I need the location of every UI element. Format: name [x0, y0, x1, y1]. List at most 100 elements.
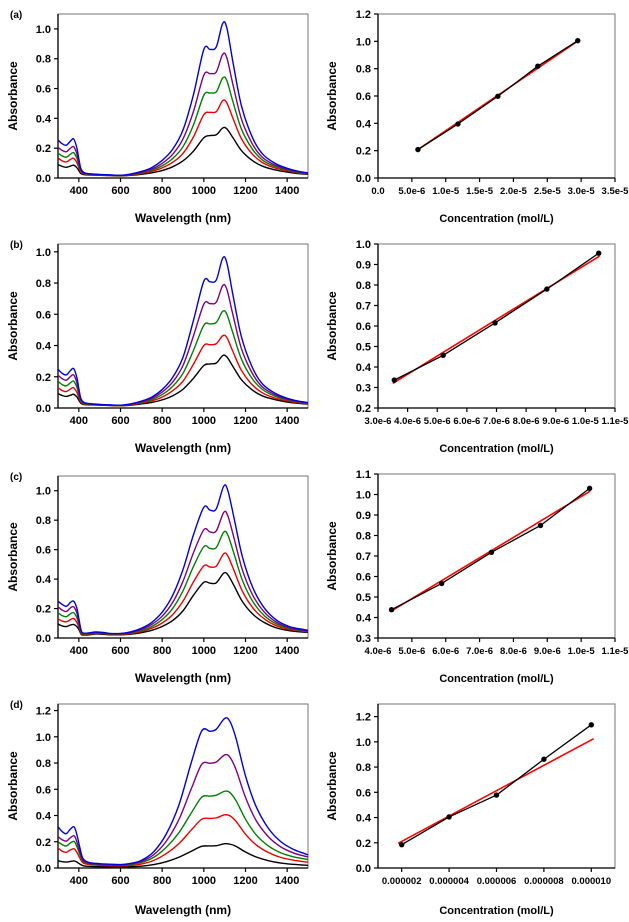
data-point-marker	[588, 722, 594, 728]
y-tick-label: 1.0	[36, 486, 51, 498]
y-tick-label: 0.2	[356, 146, 371, 158]
data-point-marker	[438, 580, 445, 587]
plot-frame	[57, 703, 309, 869]
y-tick-label: 1.0	[356, 490, 371, 502]
spectrum-curve	[58, 717, 308, 866]
y-tick-label: 0.2	[356, 838, 371, 850]
data-point-marker	[440, 352, 446, 359]
x-tick-label: 800	[153, 875, 171, 887]
y-tick-label: 1.1	[356, 469, 371, 481]
panel-c-calibration: 4.0e-6 5.0e-6 6.0e-6 7.0e-6 8.0e-6 9.0e-6 1.0e…	[320, 460, 629, 690]
x-tick-label: 8.0e-6	[513, 416, 540, 427]
d-spectra-svg: 400 600 800 1000 1200 1400 0.0 0.2 0.4 0.6 0.8 1.0 1…	[6, 700, 309, 917]
x-tick-label: 1200	[233, 875, 257, 887]
y-tick-label: 1.0	[356, 737, 371, 749]
linear-fit-line	[397, 737, 595, 844]
panel-c-spectra: 400 600 800 1000 1200 1400 0.0 0.2 0.4 0.6 0.8 1.0 W…	[0, 460, 320, 690]
spectrum-curve	[58, 484, 308, 635]
y-tick-label: 0.8	[36, 515, 51, 527]
x-tick-label: 5.0e-6	[398, 646, 425, 657]
y-tick-label: 0.7	[356, 551, 371, 563]
y-tick-label: 0.4	[36, 574, 52, 586]
data-point-marker	[455, 121, 461, 127]
x-tick-label: 1000	[192, 875, 216, 887]
c-spectra-svg: 400 600 800 1000 1200 1400 0.0 0.2 0.4 0.6 0.8 1.0 W…	[6, 472, 309, 685]
y-axis-title: Absorbance	[325, 751, 339, 821]
spectrum-curve	[58, 76, 308, 177]
y-tick-label: 0.6	[356, 787, 371, 799]
x-axis-title: Concentration (mol/L)	[439, 673, 554, 685]
x-tick-label: 1.1e-5	[602, 646, 629, 657]
x-tick-label: 5.0e-6	[398, 186, 425, 197]
y-tick-label: 1.0	[356, 36, 371, 48]
y-tick-label: 0.4	[356, 613, 372, 625]
figure-row-b: 400 600 800 1000 1200 1400 0.0 0.2 0.4 0.6 0.8 1.0 W…	[0, 230, 629, 460]
y-tick-label: 0.3	[356, 633, 371, 645]
spectrum-curve	[58, 842, 308, 868]
spectrum-curve	[58, 334, 308, 407]
y-tick-label: 0.6	[356, 91, 371, 103]
y-tick-label: 0.6	[356, 572, 371, 584]
x-tick-label: 0.000010	[571, 876, 611, 887]
spectrum-curve	[58, 571, 308, 636]
y-tick-label: 0.5	[356, 592, 371, 604]
calibration-group	[397, 722, 595, 848]
y-tick-label: 0.5	[356, 342, 371, 354]
x-tick-label: 1400	[275, 875, 299, 887]
y-tick-label: 0.2	[36, 372, 51, 384]
x-tick-label: 1400	[275, 415, 299, 427]
y-tick-label: 0.6	[36, 545, 51, 557]
y-tick-label: 0.9	[356, 510, 371, 522]
data-point-marker	[488, 549, 495, 556]
y-tick-label: 0.0	[356, 173, 371, 185]
x-tick-label: 1200	[233, 645, 257, 657]
y-tick-label: 0.2	[36, 837, 51, 849]
y-tick-label: 0.8	[356, 762, 371, 774]
y-tick-label: 0.6	[36, 309, 51, 321]
spectrum-curve	[58, 21, 308, 177]
x-tick-label: 1400	[275, 185, 299, 197]
plot-frame	[377, 703, 616, 869]
x-tick-label: 9.0e-6	[534, 646, 561, 657]
calibration-group	[415, 37, 581, 153]
y-tick-label: 0.2	[36, 604, 51, 616]
y-tick-label: 0.8	[356, 64, 371, 76]
figure-row-a: 400 600 800 1000 1200 1400 0.0 0.2 0.4 0.6 0.8 1.0 W…	[0, 0, 629, 230]
panel-b-spectra: 400 600 800 1000 1200 1400 0.0 0.2 0.4 0.6 0.8 1.0 W…	[0, 230, 320, 460]
y-tick-label: 0.2	[36, 143, 51, 155]
spectrum-curve	[58, 256, 308, 406]
y-tick-label: 0.4	[356, 362, 372, 374]
x-tick-label: 0.000008	[524, 876, 564, 887]
spectrum-curve	[58, 814, 308, 867]
x-tick-label: 1.0e-5	[572, 416, 600, 427]
panel-tag: (d)	[10, 700, 23, 711]
y-tick-label: 0.8	[36, 278, 51, 290]
data-point-marker	[399, 841, 405, 848]
spectrum-curve	[58, 790, 308, 866]
data-point-marker	[391, 377, 397, 383]
b-spectra-svg: 400 600 800 1000 1200 1400 0.0 0.2 0.4 0.6 0.8 1.0 W…	[6, 240, 309, 455]
x-tick-label: 8.0e-6	[500, 646, 527, 657]
y-tick-label: 0.8	[356, 280, 371, 292]
x-tick-label: 1200	[233, 415, 257, 427]
data-point-marker	[575, 37, 581, 44]
data-point-marker	[388, 607, 395, 613]
y-tick-label: 1.0	[36, 247, 51, 259]
y-tick-label: 0.9	[356, 260, 371, 272]
x-tick-label: 0.000004	[429, 876, 469, 887]
x-tick-label: 400	[70, 415, 88, 427]
x-tick-label: 6.0e-6	[432, 646, 459, 657]
y-axis-title: Absorbance	[6, 522, 20, 592]
spectra-series-group	[58, 21, 308, 177]
a-calibration-svg: 0.0 5.0e-6 1.0e-5 1.5e-5 2.0e-5 2.5e-5 3.0e-5 3…	[325, 9, 629, 225]
data-point-marker	[492, 320, 498, 326]
data-point-marker	[586, 485, 593, 492]
x-axis-title: Concentration (mol/L)	[439, 443, 554, 455]
x-axis-title: Wavelength (nm)	[135, 441, 231, 455]
x-tick-label: 1.1e-5	[602, 416, 629, 427]
y-tick-label: 0.3	[356, 383, 371, 395]
y-tick-label: 1.0	[36, 24, 51, 36]
y-axis-title: Absorbance	[325, 61, 339, 131]
y-tick-label: 0.2	[356, 403, 371, 415]
data-connector-line	[391, 487, 591, 611]
